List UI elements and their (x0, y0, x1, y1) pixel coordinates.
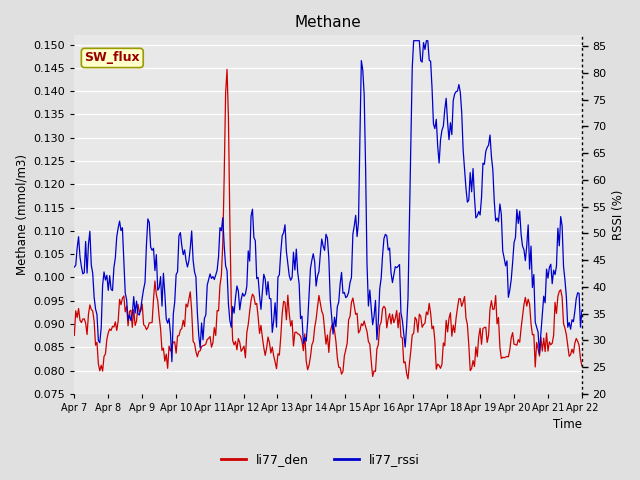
Y-axis label: Methane (mmol/m3): Methane (mmol/m3) (15, 154, 28, 275)
X-axis label: Time: Time (553, 419, 582, 432)
Text: SW_flux: SW_flux (84, 51, 140, 64)
Legend: li77_den, li77_rssi: li77_den, li77_rssi (216, 448, 424, 471)
Title: Methane: Methane (295, 15, 362, 30)
Y-axis label: RSSI (%): RSSI (%) (612, 190, 625, 240)
